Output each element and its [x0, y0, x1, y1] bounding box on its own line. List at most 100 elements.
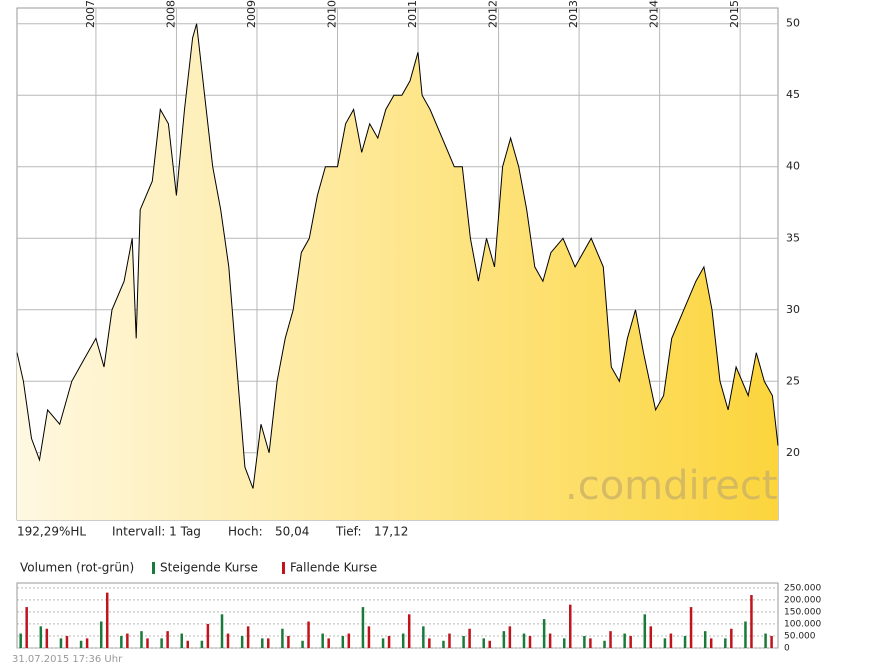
volume-bar — [603, 640, 606, 648]
x-tick-label: 2014 — [648, 0, 661, 28]
volume-bar — [79, 640, 83, 648]
volume-bar — [126, 633, 129, 648]
volume-bar — [488, 640, 491, 648]
area — [17, 23, 778, 520]
volume-bar — [347, 633, 351, 648]
volume-bar — [180, 633, 184, 648]
y-tick-label: 30 — [786, 303, 800, 316]
stat: Tief: — [335, 525, 362, 539]
volume-bar — [327, 638, 330, 648]
volume-bar — [59, 638, 63, 648]
plot-frame — [16, 582, 779, 649]
volume-bar — [301, 640, 304, 648]
volume-bar — [146, 638, 149, 648]
volume-bar — [407, 614, 411, 648]
volume-bar — [65, 635, 69, 648]
volume-bar — [744, 621, 747, 648]
volume-bar — [522, 633, 526, 648]
volume-bar — [105, 592, 109, 648]
watermark: .comdirect — [565, 463, 778, 509]
volume-bar — [321, 633, 324, 648]
volume-bar — [542, 619, 546, 648]
y-tick-label: 150.000 — [784, 607, 821, 617]
legend-label: Steigende Kurse — [160, 561, 258, 575]
volume-bar — [120, 635, 123, 648]
stat: 50,04 — [275, 525, 309, 539]
volume-bar — [508, 626, 512, 648]
x-tick-label: 2007 — [84, 0, 97, 28]
volume-bar — [220, 614, 224, 648]
y-tick-label: 50 — [786, 17, 800, 30]
volume-bar — [563, 638, 566, 648]
volume-bar — [226, 633, 230, 648]
volume-bar — [448, 633, 451, 648]
volume-bar — [502, 631, 506, 648]
y-tick-label: 0 — [784, 644, 790, 654]
volume-bar — [367, 626, 371, 648]
volume-bar — [341, 635, 345, 648]
x-tick-label: 2010 — [326, 0, 339, 28]
volume-bar — [39, 626, 43, 648]
volume-bar — [381, 638, 385, 648]
volume-bar — [689, 607, 693, 648]
volume-bar — [669, 633, 673, 648]
volume-bar — [422, 626, 425, 648]
y-tick-label: 100.000 — [784, 619, 821, 629]
volume-bar — [25, 607, 28, 648]
volume-bar — [683, 635, 687, 648]
legend-swatch — [152, 562, 155, 574]
volume-bar — [45, 628, 49, 648]
volume-bar — [569, 604, 572, 648]
volume-bar — [281, 628, 284, 648]
volume-bar — [240, 635, 244, 648]
y-tick-label: 35 — [786, 231, 800, 244]
volume-bar — [261, 638, 264, 648]
volume-bar — [206, 623, 210, 648]
volume-bar — [200, 640, 204, 648]
y-tick-label: 20 — [786, 446, 800, 459]
x-tick-label: 2015 — [728, 0, 741, 28]
volume-bar — [160, 638, 163, 648]
stat: 17,12 — [374, 525, 408, 539]
volume-bar — [99, 621, 103, 648]
volume-bar — [770, 635, 773, 648]
stat: Intervall: 1 Tag — [112, 525, 201, 539]
x-tick-label: 2011 — [406, 0, 419, 28]
volume-bar — [85, 638, 89, 648]
volume-bar — [401, 633, 405, 648]
volume-bar — [428, 638, 431, 648]
volume-bar — [287, 635, 290, 648]
volume-bar — [462, 635, 465, 648]
volume-bar — [589, 638, 592, 648]
x-tick-label: 2012 — [487, 0, 500, 28]
volume-bar — [709, 638, 713, 648]
volume-bar — [19, 633, 22, 648]
volume-bar — [267, 638, 270, 648]
x-tick-label: 2008 — [164, 0, 177, 28]
volume-bar — [246, 626, 250, 648]
x-tick-label: 2009 — [245, 0, 258, 28]
y-tick-label: 200.000 — [784, 595, 821, 605]
volume-bar — [307, 621, 310, 648]
legend-swatch — [282, 562, 285, 574]
y-tick-label: 40 — [786, 160, 800, 173]
volume-bar — [730, 628, 733, 648]
volume-bar — [643, 614, 647, 648]
volume-bar — [548, 633, 552, 648]
x-tick-label: 2013 — [567, 0, 580, 28]
legend-label: Fallende Kurse — [290, 561, 377, 575]
volume-bar — [724, 638, 727, 648]
volume-bar — [649, 626, 653, 648]
y-tick-label: 250.000 — [784, 583, 821, 593]
volume-bar — [140, 631, 143, 648]
volume-bar — [703, 631, 707, 648]
volume-bar — [663, 638, 667, 648]
volume-bar — [609, 631, 612, 648]
price-line — [16, 23, 779, 489]
y-tick-label: 50.000 — [784, 631, 816, 641]
volume-bar — [528, 635, 532, 648]
volume-bar — [623, 633, 626, 648]
volume-bar — [468, 628, 471, 648]
y-tick-label: 45 — [786, 88, 800, 101]
